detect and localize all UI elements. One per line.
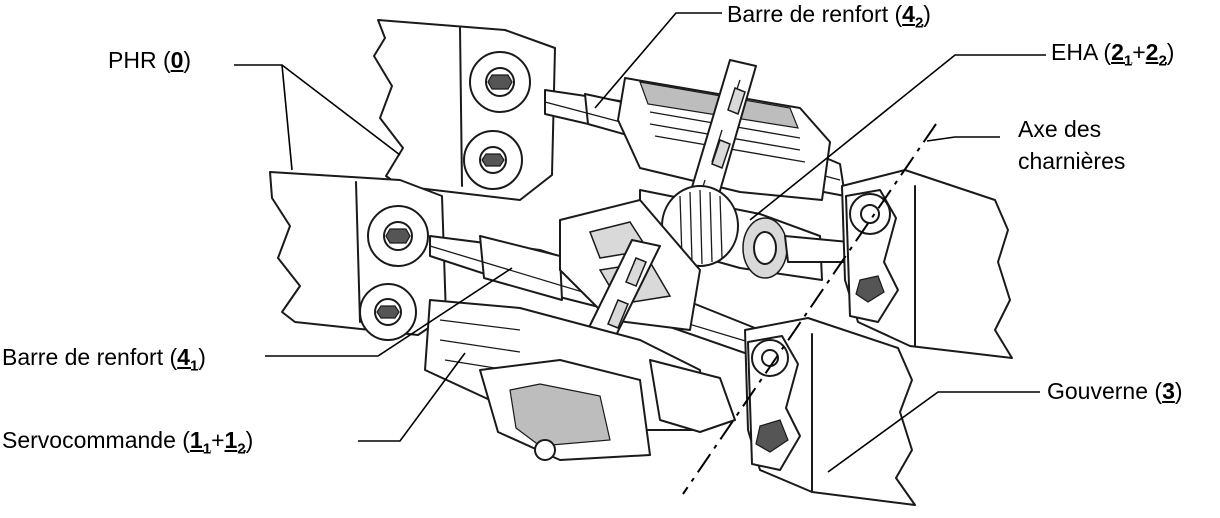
label-phr: PHR (0): [108, 46, 191, 74]
leader-lines: [234, 12, 1046, 473]
servocommande-actuator: [424, 299, 736, 461]
label-servo-number-2: 12: [224, 427, 246, 457]
label-gouverne-num: 3: [1162, 378, 1175, 404]
label-phr-text: PHR (: [108, 47, 171, 73]
label-barre-top-close: ): [923, 1, 931, 27]
label-barre-bottom: Barre de renfort (41): [2, 343, 206, 374]
label-servo-sub: 1: [202, 440, 212, 458]
label-gouverne: Gouverne (3): [1047, 377, 1183, 405]
label-gouverne-text: Gouverne (: [1047, 378, 1163, 404]
label-servo-number-1: 11: [189, 427, 211, 457]
label-servo-num2: 1: [224, 427, 238, 453]
label-servo-plus: +: [211, 427, 225, 453]
label-phr-number: 0: [171, 47, 184, 73]
label-phr-close: ): [183, 47, 192, 73]
label-eha: EHA (21+22): [1051, 38, 1175, 69]
label-servo: Servocommande (11+12): [2, 426, 254, 457]
label-barre-top: Barre de renfort (42): [727, 0, 931, 31]
gouverne-upper-plate: [841, 169, 1013, 359]
label-eha-plus: +: [1132, 39, 1146, 65]
label-eha-num2: 2: [1145, 39, 1159, 65]
label-gouverne-close: ): [1174, 378, 1183, 404]
label-eha-number-2: 22: [1145, 39, 1167, 69]
label-eha-number-1: 21: [1111, 39, 1132, 69]
label-barre-bottom-close: ): [198, 344, 206, 370]
label-barre-bottom-text: Barre de renfort (: [2, 344, 178, 370]
label-eha-text: EHA (: [1051, 39, 1112, 65]
label-eha-sub2: 2: [1158, 52, 1167, 70]
phr-upper-plate: [373, 19, 556, 201]
label-eha-close: ): [1166, 39, 1175, 65]
hinge-axis-line: [682, 123, 937, 495]
label-servo-num: 1: [189, 427, 203, 453]
label-axe-line2: charnières: [1018, 148, 1126, 174]
label-eha-num: 2: [1111, 39, 1124, 65]
eha-actuator: [639, 185, 873, 281]
label-phr-num: 0: [170, 47, 184, 73]
label-servo-close: ): [245, 427, 254, 453]
label-servo-sub2: 2: [237, 440, 246, 458]
label-servo-text: Servocommande (: [2, 427, 190, 453]
label-barre-top-sub: 2: [914, 14, 924, 32]
label-barre-bottom-sub: 1: [189, 357, 199, 375]
label-barre-top-number: 42: [902, 1, 923, 31]
label-barre-bottom-number: 41: [177, 344, 198, 374]
phr-lower-plate: [269, 171, 447, 341]
label-eha-sub: 1: [1123, 52, 1133, 70]
label-barre-bottom-num: 4: [177, 344, 190, 370]
label-barre-top-num: 4: [902, 1, 915, 27]
gouverne-lower-plate: [744, 317, 916, 506]
label-axe: Axe des charnières: [1018, 115, 1125, 175]
label-axe-line1: Axe des: [1018, 116, 1102, 142]
label-barre-top-text: Barre de renfort (: [727, 1, 903, 27]
label-gouverne-number: 3: [1162, 378, 1175, 404]
